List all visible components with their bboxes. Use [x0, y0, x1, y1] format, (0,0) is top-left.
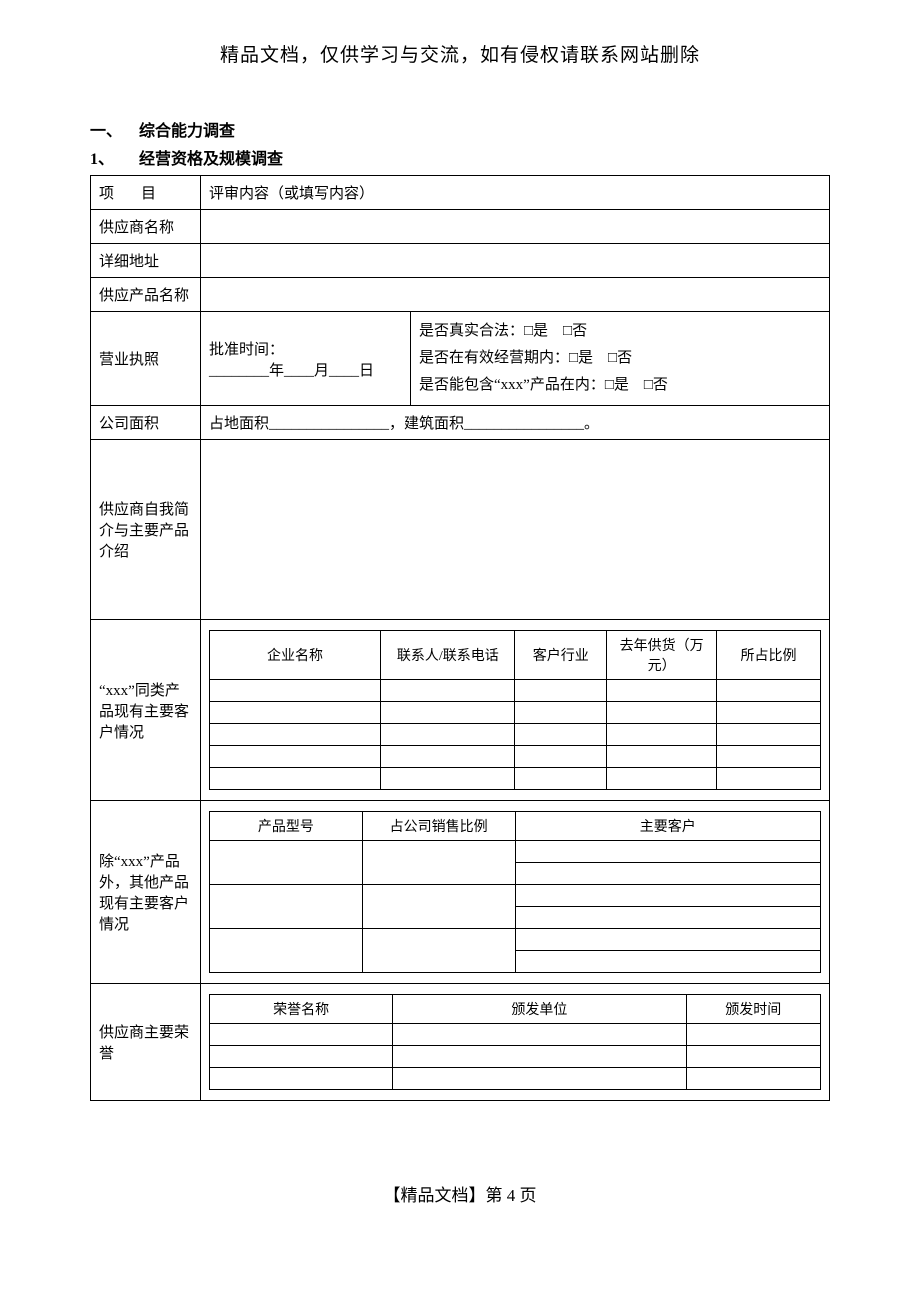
label-area: 公司面积	[91, 406, 201, 440]
section-num: 一、	[90, 117, 135, 141]
content-supplier-name	[201, 210, 830, 244]
row-product-name: 供应产品名称	[91, 278, 830, 312]
sub-num: 1、	[90, 145, 135, 169]
th-product-model: 产品型号	[210, 812, 363, 841]
row-honors: 供应商主要荣誉 荣誉名称 颁发单位 颁发时间	[91, 984, 830, 1101]
sub-title: 经营资格及规模调查	[139, 151, 283, 168]
content-intro	[201, 440, 830, 620]
th-issue-date: 颁发时间	[686, 995, 820, 1024]
section-title: 综合能力调查	[139, 123, 235, 140]
license-approval-cell: 批准时间： ________年____月____日	[201, 312, 411, 406]
approval-prefix: 批准时间：	[209, 338, 402, 359]
content-customers-other: 产品型号 占公司销售比例 主要客户	[201, 801, 830, 984]
row-intro: 供应商自我简介与主要产品介绍	[91, 440, 830, 620]
th-main-customer: 主要客户	[515, 812, 821, 841]
sub-heading-1: 1、 经营资格及规模调查	[90, 145, 830, 169]
table-row	[210, 885, 821, 907]
license-q2: 是否在有效经营期内：□是 □否	[419, 345, 821, 372]
approval-date-line: ________年____月____日	[209, 359, 402, 380]
license-q3: 是否能包含“xxx”产品在内：□是 □否	[419, 372, 821, 399]
table-row	[210, 702, 821, 724]
th-sales-ratio: 占公司销售比例	[362, 812, 515, 841]
section-heading-1: 一、 综合能力调查	[90, 117, 830, 141]
table-row	[210, 1024, 821, 1046]
content-address	[201, 244, 830, 278]
row-project: 项 目 评审内容（或填写内容）	[91, 176, 830, 210]
label-supplier-name: 供应商名称	[91, 210, 201, 244]
label-address: 详细地址	[91, 244, 201, 278]
table-row	[210, 680, 821, 702]
header-notice: 精品文档，仅供学习与交流，如有侵权请联系网站删除	[90, 40, 830, 67]
th-contact: 联系人/联系电话	[381, 631, 515, 680]
label-honors: 供应商主要荣誉	[91, 984, 201, 1101]
row-customers-same: “xxx”同类产品现有主要客户情况 企业名称 联系人/联系电话 客户行业 去年供…	[91, 620, 830, 801]
label-license: 营业执照	[91, 312, 201, 406]
footer-page-number: 【精品文档】第 4 页	[90, 1181, 830, 1206]
content-customers-same: 企业名称 联系人/联系电话 客户行业 去年供货（万元） 所占比例	[201, 620, 830, 801]
label-intro: 供应商自我简介与主要产品介绍	[91, 440, 201, 620]
label-product-name: 供应产品名称	[91, 278, 201, 312]
table-row	[210, 724, 821, 746]
table-row	[210, 746, 821, 768]
label-project: 项 目	[91, 176, 201, 210]
inner-table-honors: 荣誉名称 颁发单位 颁发时间	[209, 994, 821, 1090]
inner-header-row: 荣誉名称 颁发单位 颁发时间	[210, 995, 821, 1024]
content-area: 占地面积________________，建筑面积_______________…	[201, 406, 830, 440]
row-address: 详细地址	[91, 244, 830, 278]
inner-table-customers-other: 产品型号 占公司销售比例 主要客户	[209, 811, 821, 973]
table-row	[210, 1046, 821, 1068]
inner-header-row: 产品型号 占公司销售比例 主要客户	[210, 812, 821, 841]
row-area: 公司面积 占地面积________________，建筑面积__________…	[91, 406, 830, 440]
row-customers-other: 除“xxx”产品外，其他产品现有主要客户情况 产品型号 占公司销售比例 主要客户	[91, 801, 830, 984]
main-table: 项 目 评审内容（或填写内容） 供应商名称 详细地址 供应产品名称 营业执照 批…	[90, 175, 830, 1101]
content-product-name	[201, 278, 830, 312]
table-row	[210, 929, 821, 951]
inner-table-customers-same: 企业名称 联系人/联系电话 客户行业 去年供货（万元） 所占比例	[209, 630, 821, 790]
th-issuer: 颁发单位	[393, 995, 686, 1024]
row-supplier-name: 供应商名称	[91, 210, 830, 244]
table-row	[210, 841, 821, 863]
th-ratio: 所占比例	[717, 631, 821, 680]
license-q1: 是否真实合法：□是 □否	[419, 318, 821, 345]
label-customers-same: “xxx”同类产品现有主要客户情况	[91, 620, 201, 801]
license-questions-cell: 是否真实合法：□是 □否 是否在有效经营期内：□是 □否 是否能包含“xxx”产…	[411, 312, 830, 406]
row-license: 营业执照 批准时间： ________年____月____日 是否真实合法：□是…	[91, 312, 830, 406]
th-last-year: 去年供货（万元）	[607, 631, 717, 680]
content-project: 评审内容（或填写内容）	[201, 176, 830, 210]
content-honors: 荣誉名称 颁发单位 颁发时间	[201, 984, 830, 1101]
label-customers-other: 除“xxx”产品外，其他产品现有主要客户情况	[91, 801, 201, 984]
table-row	[210, 768, 821, 790]
th-honor-name: 荣誉名称	[210, 995, 393, 1024]
table-row	[210, 1068, 821, 1090]
inner-header-row: 企业名称 联系人/联系电话 客户行业 去年供货（万元） 所占比例	[210, 631, 821, 680]
th-company-name: 企业名称	[210, 631, 381, 680]
th-industry: 客户行业	[515, 631, 607, 680]
